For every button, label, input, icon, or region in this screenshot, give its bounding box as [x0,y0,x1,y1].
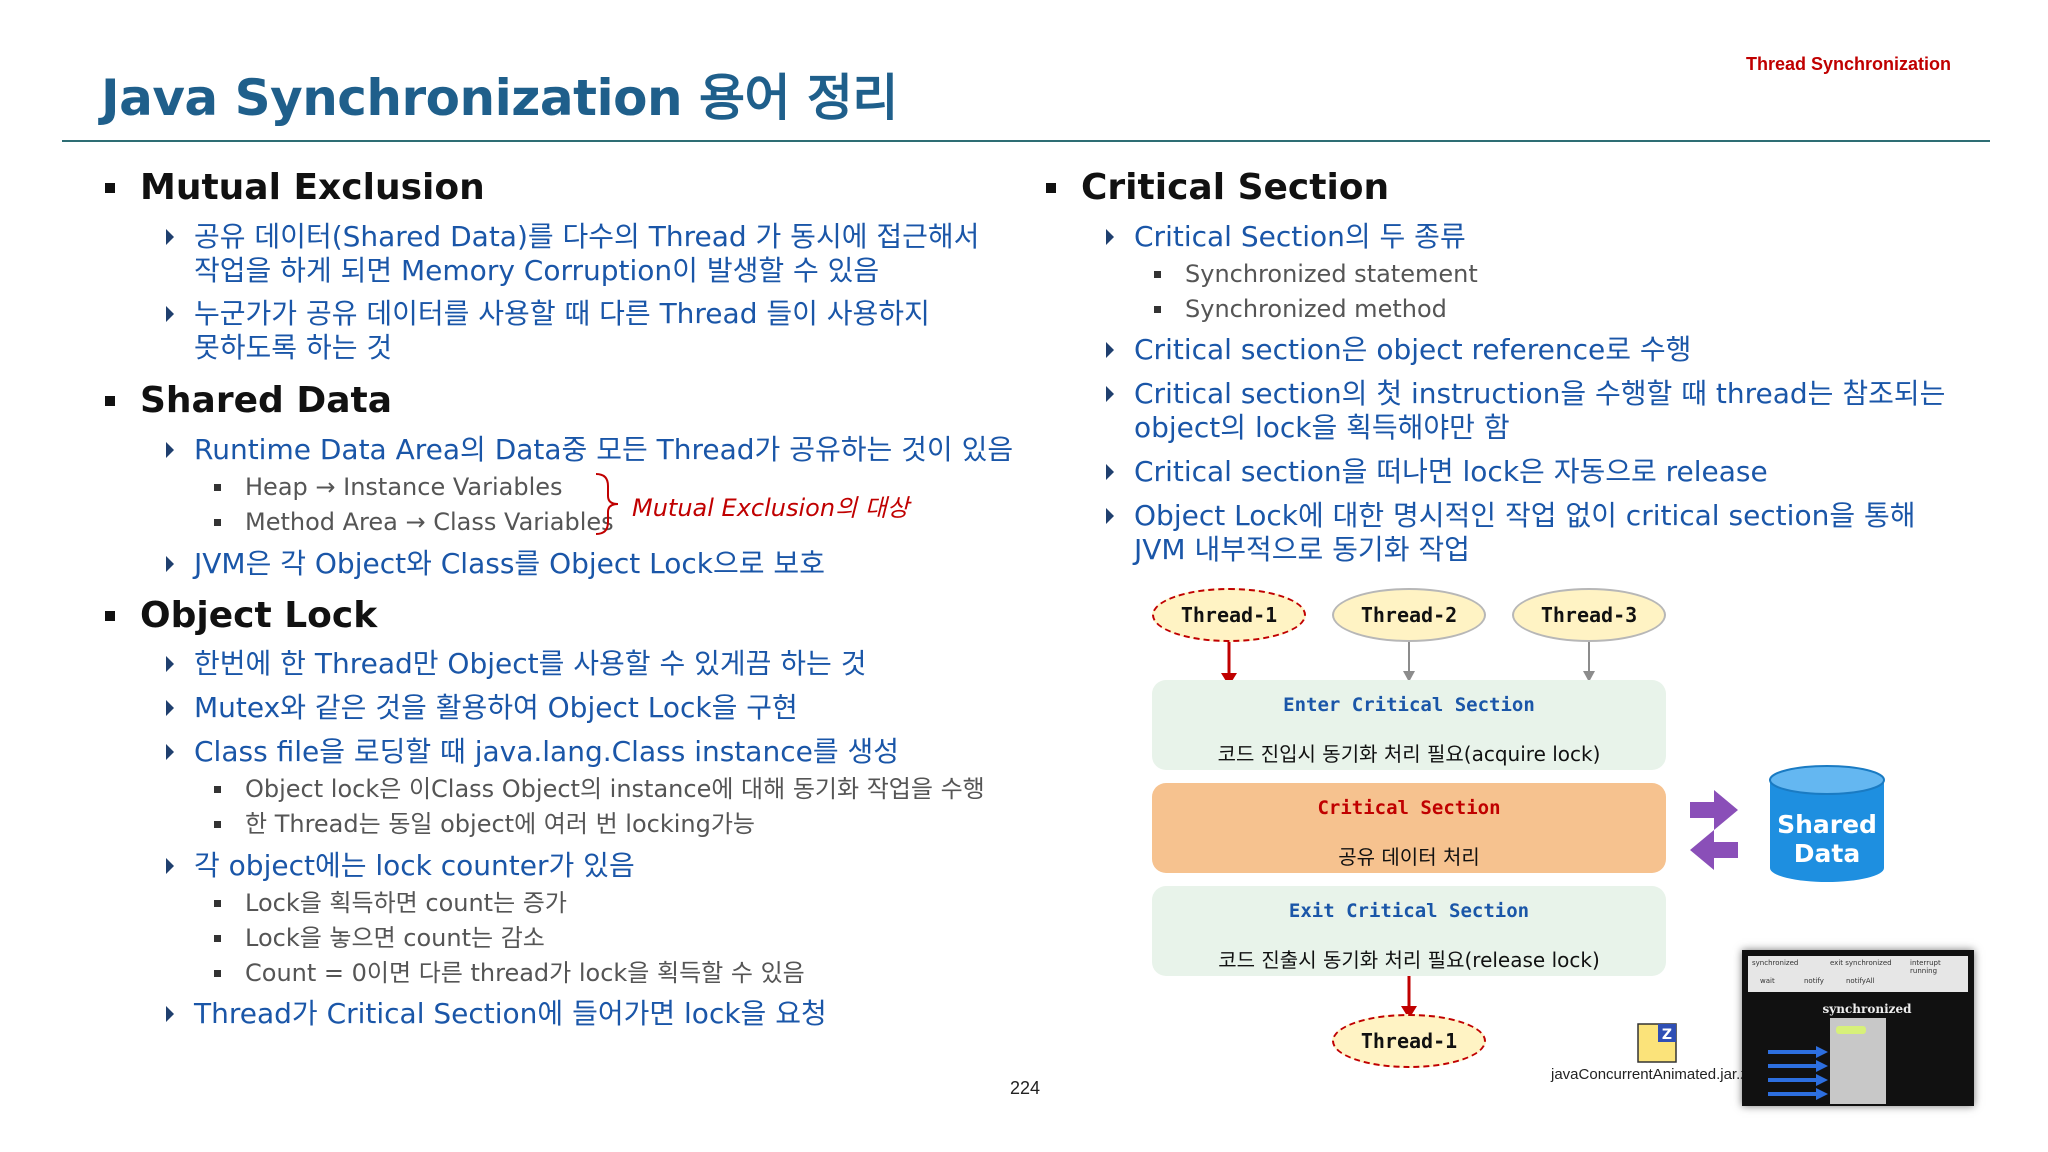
bullet-item: Object Lock에 대한 명시적인 작업 없이 critical sect… [1106,499,1916,567]
triangle-bullet-icon [166,700,174,716]
triangle-bullet-icon [166,306,174,322]
bullet-item: Class file을 로딩할 때 java.lang.Class instan… [166,735,899,769]
animation-thumbnail[interactable]: synchronized exit synchronized interrupt… [1742,950,1974,1106]
thumbnail-menu: synchronized exit synchronized interrupt… [1748,956,1968,992]
heading-mutual-exclusion: Mutual Exclusion [105,166,485,210]
section-tag: Thread Synchronization [1745,54,1951,74]
bullet-item: Critical section은 object reference로 수행 [1106,333,1691,367]
sub-bullet-item: Lock을 획득하면 count는 증가 [214,888,567,918]
triangle-bullet-icon [1106,464,1114,480]
page-title: Java Synchronization 용어 정리 [101,69,898,127]
bullet-item: Runtime Data Area의 Data중 모든 Thread가 공유하는… [166,433,1013,467]
thumbnail-monitor [1830,1018,1886,1104]
triangle-bullet-icon [166,229,174,245]
critical-section-heading: Critical Section [1317,797,1501,819]
enter-critical-section-heading: Enter Critical Section [1283,694,1535,716]
sub-bullet-item: Count = 0이면 다른 thread가 lock을 획득할 수 있음 [214,958,805,988]
triangle-bullet-icon [1106,508,1114,524]
sub-bullet-item: Synchronized method [1154,294,1447,324]
small-square-bullet-icon [214,969,221,977]
small-square-bullet-icon [1154,270,1161,278]
heading-critical-section: Critical Section [1046,166,1389,210]
page-number: 224 [1010,1078,1041,1098]
shared-data-label: Shared Data [1777,810,1877,868]
heading-shared-data: Shared Data [105,379,392,423]
bidirectional-arrow-icon [1690,790,1738,870]
sub-bullet-item: 한 Thread는 동일 object에 여러 번 locking가능 [214,809,755,839]
thumbnail-title: synchronized [1822,1002,1912,1016]
bullet-item: Critical section의 첫 instruction을 수행할 때 t… [1106,377,1945,445]
bullet-item: 한번에 한 Thread만 Object를 사용할 수 있게끔 하는 것 [166,647,866,681]
triangle-bullet-icon [166,556,174,572]
triangle-bullet-icon [166,442,174,458]
bullet-item: Mutex와 같은 것을 활용하여 Object Lock을 구현 [166,691,798,725]
small-square-bullet-icon [1154,305,1161,313]
thread-arrows-icon [1768,1046,1828,1100]
thread-3-oval: Thread-3 [1512,588,1666,642]
enter-critical-section-text: 코드 진입시 동기화 처리 필요(acquire lock) [1217,742,1601,766]
bullet-item: 공유 데이터(Shared Data)를 다수의 Thread 가 동시에 접근… [166,220,979,288]
sub-bullet-item: Lock을 놓으면 count는 감소 [214,923,545,953]
thread-1-oval: Thread-1 [1152,588,1306,642]
jar-file-label[interactable]: javaConcurrentAnimated.jar.z [1551,1066,1748,1083]
sub-bullet-item: Heap → Instance Variables [214,472,563,502]
square-bullet-icon [1046,183,1056,193]
triangle-bullet-icon [166,656,174,672]
svg-text:Z: Z [1662,1027,1672,1043]
triangle-bullet-icon [1106,342,1114,358]
small-square-bullet-icon [214,934,221,942]
critical-section-text: 공유 데이터 처리 [1338,845,1480,869]
bullet-item: Critical Section의 두 종류 [1106,220,1466,254]
small-square-bullet-icon [214,483,221,491]
sub-bullet-item: Method Area → Class Variables [214,507,614,537]
exit-critical-section-box: Exit Critical Section 코드 진출시 동기화 처리 필요(r… [1152,886,1666,976]
zip-file-icon[interactable]: Z [1636,1022,1678,1064]
curly-brace-icon [595,473,619,535]
exit-thread-1-oval: Thread-1 [1332,1014,1486,1068]
thread-2-oval: Thread-2 [1332,588,1486,642]
small-square-bullet-icon [214,820,221,828]
title-divider [62,140,1990,142]
database-cylinder-icon [1769,765,1885,882]
enter-critical-section-box: Enter Critical Section 코드 진입시 동기화 처리 필요(… [1152,680,1666,770]
bullet-item: Critical section을 떠나면 lock은 자동으로 release [1106,455,1768,489]
sub-bullet-item: Synchronized statement [1154,259,1478,289]
small-square-bullet-icon [214,899,221,907]
square-bullet-icon [105,396,115,406]
triangle-bullet-icon [1106,229,1114,245]
exit-critical-section-text: 코드 진출시 동기화 처리 필요(release lock) [1218,948,1600,972]
bullet-item: Thread가 Critical Section에 들어가면 lock을 요청 [166,997,827,1031]
small-square-bullet-icon [214,785,221,793]
bullet-item: 누군가가 공유 데이터를 사용할 때 다른 Thread 들이 사용하지 못하도… [166,297,930,365]
critical-section-box: Critical Section 공유 데이터 처리 [1152,783,1666,873]
small-square-bullet-icon [214,518,221,526]
square-bullet-icon [105,611,115,621]
bullet-item: JVM은 각 Object와 Class를 Object Lock으로 보호 [166,547,825,581]
square-bullet-icon [105,183,115,193]
triangle-bullet-icon [166,858,174,874]
bullet-item: 각 object에는 lock counter가 있음 [166,849,635,883]
exit-critical-section-heading: Exit Critical Section [1288,900,1530,922]
heading-object-lock: Object Lock [105,594,377,638]
sub-bullet-item: Object lock은 이Class Object의 instance에 대해… [214,774,985,804]
triangle-bullet-icon [166,744,174,760]
triangle-bullet-icon [166,1006,174,1022]
triangle-bullet-icon [1106,386,1114,402]
mutual-exclusion-note: Mutual Exclusion의 대상 [632,494,909,522]
